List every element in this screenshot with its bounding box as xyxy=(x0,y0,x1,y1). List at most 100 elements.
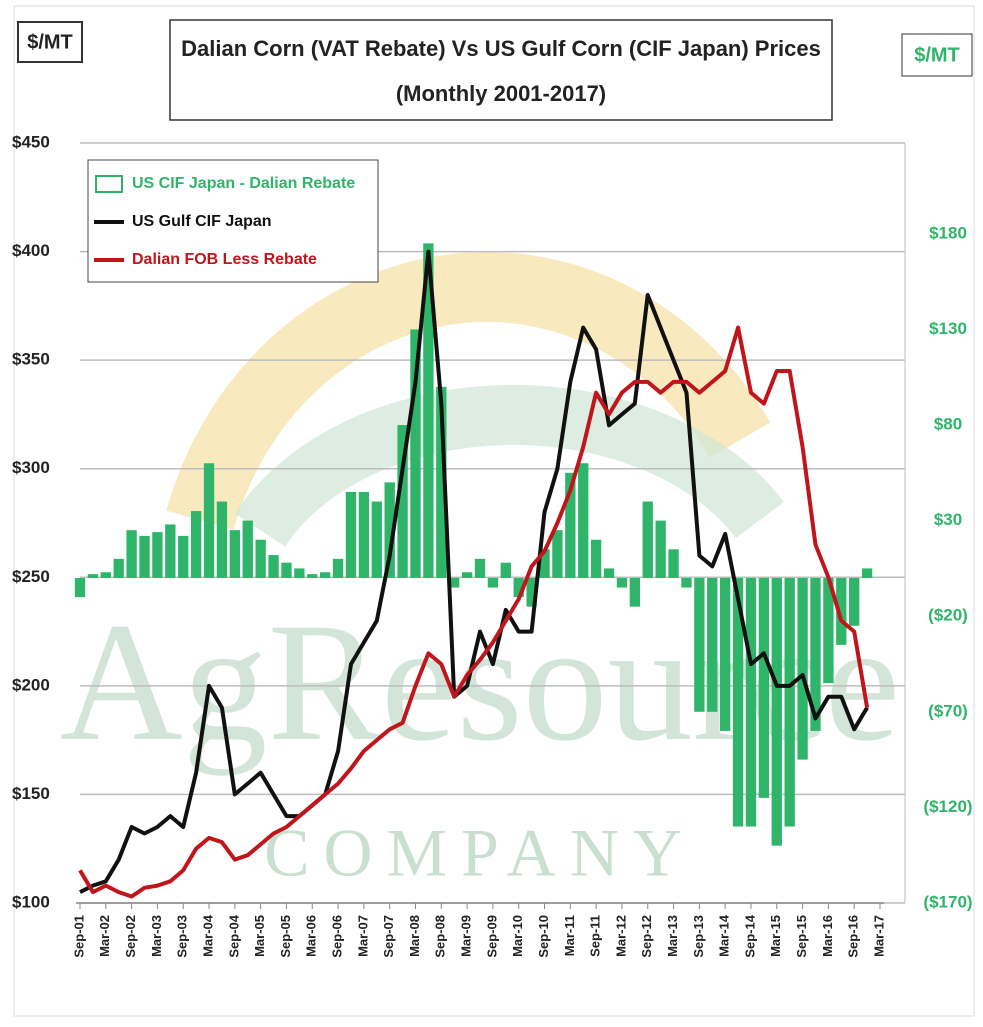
chart: $/MT $/MT Dalian Corn (VAT Rebate) Vs US… xyxy=(0,0,983,1022)
bar xyxy=(88,574,98,578)
x-tick-label: Mar-12 xyxy=(613,915,628,957)
x-tick-label: Sep-10 xyxy=(536,915,551,958)
x-tick-label: Sep-13 xyxy=(691,915,706,958)
bar xyxy=(204,463,214,578)
x-tick-label: Sep-03 xyxy=(175,915,190,958)
bar xyxy=(681,578,691,588)
x-tick-label: Sep-02 xyxy=(123,915,138,958)
y-tick-label: $100 xyxy=(12,892,50,911)
watermark-subtext: COMPANY xyxy=(264,815,696,891)
bar xyxy=(707,578,717,712)
bar xyxy=(849,578,859,626)
bar xyxy=(230,530,240,578)
bar xyxy=(320,572,330,578)
bar xyxy=(126,530,136,578)
chart-title: Dalian Corn (VAT Rebate) Vs US Gulf Corn… xyxy=(181,36,821,61)
bar xyxy=(862,568,872,578)
bar xyxy=(772,578,782,846)
bar xyxy=(165,524,175,578)
bar xyxy=(333,559,343,578)
y-tick-label: $450 xyxy=(12,132,50,151)
y2-tick-label: ($120) xyxy=(923,797,972,816)
y2-tick-label: $180 xyxy=(929,223,967,242)
bar xyxy=(178,536,188,578)
x-tick-label: Mar-13 xyxy=(665,915,680,957)
bar xyxy=(152,532,162,578)
bar xyxy=(630,578,640,607)
x-tick-label: Mar-04 xyxy=(200,914,215,957)
bar xyxy=(255,540,265,578)
y2-tick-label: $80 xyxy=(934,414,962,433)
y-tick-label: $400 xyxy=(12,241,50,260)
bar xyxy=(578,463,588,578)
x-tick-label: Sep-06 xyxy=(330,915,345,958)
y-axis-label: $/MT xyxy=(27,31,73,53)
x-tick-label: Sep-11 xyxy=(588,915,603,957)
x-tick-label: Sep-09 xyxy=(484,915,499,958)
legend-swatch xyxy=(96,176,122,192)
bar xyxy=(101,572,111,578)
legend-label: US Gulf CIF Japan xyxy=(132,213,272,230)
bar xyxy=(191,511,201,578)
y2-tick-label: ($20) xyxy=(928,606,968,625)
bar xyxy=(372,501,382,577)
bar xyxy=(604,568,614,578)
x-tick-label: Mar-11 xyxy=(562,915,577,956)
legend-label: Dalian FOB Less Rebate xyxy=(132,251,317,268)
chart-subtitle: (Monthly 2001-2017) xyxy=(396,81,606,106)
bar xyxy=(475,559,485,578)
x-tick-label: Mar-06 xyxy=(304,915,319,957)
bar xyxy=(694,578,704,712)
x-tick-label: Sep-01 xyxy=(71,915,86,958)
bar xyxy=(488,578,498,588)
legend-label: US CIF Japan - Dalian Rebate xyxy=(132,175,355,192)
bar xyxy=(797,578,807,760)
x-tick-label: Mar-07 xyxy=(355,915,370,957)
x-tick-label: Mar-14 xyxy=(717,914,732,957)
bar xyxy=(359,492,369,578)
bar xyxy=(281,563,291,578)
y-tick-label: $200 xyxy=(12,675,50,694)
x-tick-label: Sep-14 xyxy=(742,914,757,957)
bar xyxy=(617,578,627,588)
y2-tick-label: $130 xyxy=(929,319,967,338)
x-tick-label: Sep-04 xyxy=(226,914,241,957)
x-tick-label: Mar-08 xyxy=(407,915,422,957)
y-tick-label: $350 xyxy=(12,350,50,369)
bar xyxy=(785,578,795,827)
bar xyxy=(591,540,601,578)
y2-tick-label: ($70) xyxy=(928,701,968,720)
y-tick-label: $300 xyxy=(12,458,50,477)
bar xyxy=(655,521,665,578)
x-tick-label: Mar-16 xyxy=(820,915,835,957)
bar xyxy=(75,578,85,597)
bar xyxy=(139,536,149,578)
bar xyxy=(720,578,730,731)
x-tick-label: Mar-02 xyxy=(97,915,112,957)
x-tick-label: Sep-15 xyxy=(794,915,809,958)
y2-axis-label: $/MT xyxy=(914,44,960,66)
x-tick-label: Mar-09 xyxy=(459,915,474,957)
x-tick-label: Mar-05 xyxy=(252,915,267,957)
x-tick-label: Sep-07 xyxy=(381,915,396,958)
y-tick-label: $150 xyxy=(12,784,50,803)
bar xyxy=(307,574,317,578)
bar xyxy=(268,555,278,578)
bar xyxy=(114,559,124,578)
bar xyxy=(346,492,356,578)
bar xyxy=(643,501,653,577)
y2-tick-label: ($170) xyxy=(923,892,972,911)
x-tick-label: Sep-05 xyxy=(278,915,293,958)
x-tick-label: Sep-08 xyxy=(433,915,448,958)
bar xyxy=(552,530,562,578)
x-tick-label: Sep-12 xyxy=(639,915,654,958)
x-tick-label: Mar-17 xyxy=(871,915,886,957)
bar xyxy=(501,563,511,578)
x-tick-label: Mar-03 xyxy=(149,915,164,957)
bar xyxy=(668,549,678,578)
x-tick-label: Mar-15 xyxy=(768,915,783,957)
bar xyxy=(462,572,472,578)
bar xyxy=(746,578,756,827)
bar xyxy=(243,521,253,578)
y-tick-label: $250 xyxy=(12,567,50,586)
